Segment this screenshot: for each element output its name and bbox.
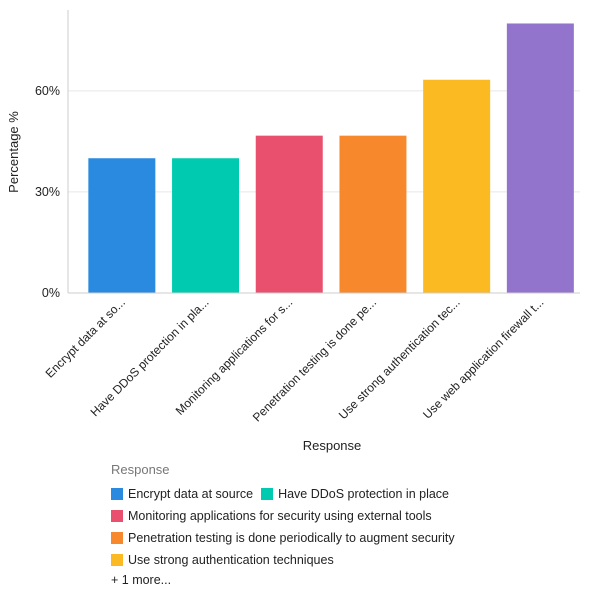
legend-label: Encrypt data at source bbox=[128, 487, 254, 501]
legend-label: Monitoring applications for security usi… bbox=[128, 509, 432, 523]
legend-item[interactable]: Penetration testing is done periodically… bbox=[111, 531, 455, 545]
legend: Response Encrypt data at source Have DDoS… bbox=[111, 462, 463, 587]
x-tick-label: Encrypt data at so... bbox=[43, 295, 128, 380]
legend-label: Penetration testing is done periodically… bbox=[128, 531, 455, 545]
legend-swatch bbox=[111, 510, 123, 522]
bar[interactable] bbox=[339, 135, 407, 293]
bar[interactable] bbox=[506, 23, 574, 293]
legend-swatch bbox=[261, 488, 274, 500]
legend-item[interactable]: Monitoring applications for security usi… bbox=[111, 509, 432, 523]
legend-row: Penetration testing is done periodically… bbox=[111, 527, 463, 549]
legend-row: Encrypt data at source Have DDoS protecti… bbox=[111, 483, 463, 505]
y-tick-label: 0% bbox=[42, 286, 60, 300]
legend-swatch bbox=[111, 532, 123, 544]
legend-row: Use strong authentication techniques bbox=[111, 549, 463, 571]
legend-more-link[interactable]: + 1 more... bbox=[111, 573, 172, 587]
y-axis-label: Percentage % bbox=[6, 111, 21, 193]
legend-item[interactable]: Have DDoS protection in place bbox=[261, 487, 449, 501]
y-tick-label: 30% bbox=[35, 185, 60, 199]
legend-title: Response bbox=[111, 462, 170, 477]
legend-row: Monitoring applications for security usi… bbox=[111, 505, 463, 527]
legend-label: Use strong authentication techniques bbox=[128, 553, 334, 567]
legend-item[interactable]: Encrypt data at source bbox=[111, 487, 253, 501]
bar[interactable] bbox=[255, 135, 323, 293]
bar[interactable] bbox=[88, 158, 156, 293]
legend-label: Have DDoS protection in place bbox=[278, 487, 450, 501]
y-tick-label: 60% bbox=[35, 84, 60, 98]
legend-swatch bbox=[111, 554, 123, 566]
bar[interactable] bbox=[423, 79, 491, 293]
legend-item[interactable]: Use strong authentication techniques bbox=[111, 553, 334, 567]
legend-swatch bbox=[111, 488, 123, 500]
bar-chart: 0%30%60% Encrypt data at so...Have DDoS … bbox=[6, 10, 580, 453]
x-axis-label: Response bbox=[303, 438, 362, 453]
bar[interactable] bbox=[172, 158, 240, 293]
